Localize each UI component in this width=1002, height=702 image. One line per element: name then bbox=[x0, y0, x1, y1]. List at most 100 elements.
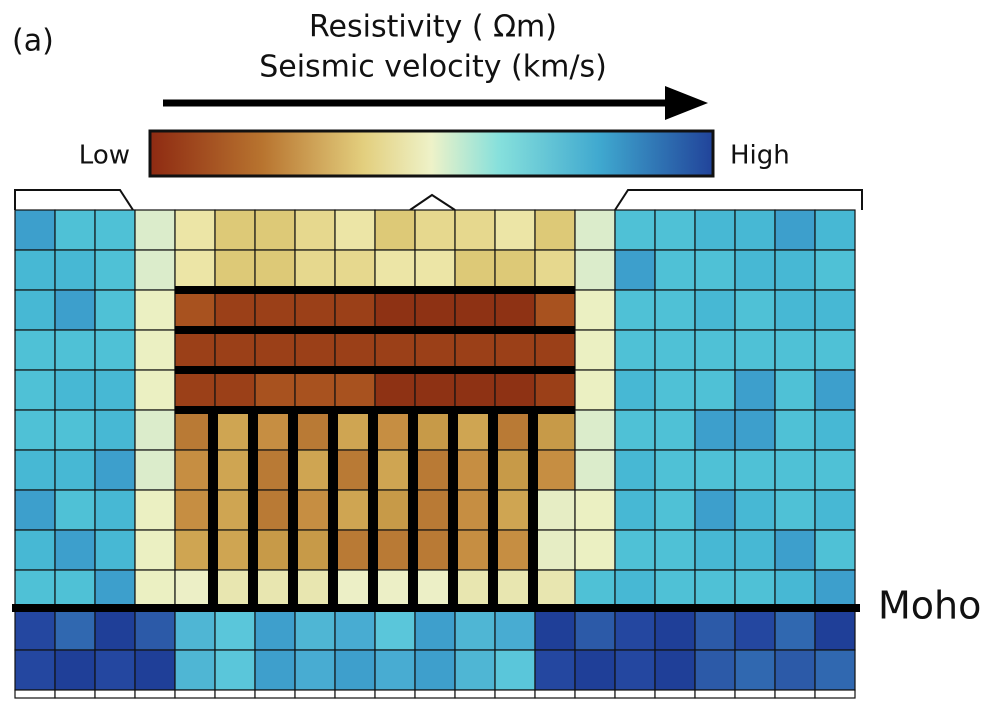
grid-cell bbox=[614, 289, 656, 331]
grid-cell bbox=[254, 369, 296, 411]
grid-cell bbox=[574, 529, 616, 571]
grid-cell bbox=[334, 649, 376, 691]
grid-cell bbox=[534, 449, 576, 491]
grid-cell bbox=[694, 529, 736, 571]
grid-cell bbox=[774, 289, 816, 331]
grid-cell bbox=[54, 489, 96, 531]
grid-cell bbox=[174, 689, 216, 699]
grid-cell bbox=[414, 209, 456, 251]
grid-cell bbox=[94, 329, 136, 371]
grid-cell bbox=[654, 449, 696, 491]
grid-cell bbox=[134, 449, 176, 491]
panel-label: (a) bbox=[12, 24, 54, 59]
grid-cell bbox=[14, 689, 56, 699]
grid-cell bbox=[94, 689, 136, 699]
grid-cell bbox=[574, 569, 616, 611]
grid-cell bbox=[654, 249, 696, 291]
colorbar bbox=[148, 129, 715, 178]
grid-cell bbox=[614, 689, 656, 699]
grid-cell bbox=[574, 609, 616, 651]
grid-cell bbox=[94, 409, 136, 451]
grid-cell bbox=[734, 289, 776, 331]
grid-cell bbox=[134, 689, 176, 699]
grid-cell bbox=[494, 649, 536, 691]
grid-cell bbox=[614, 329, 656, 371]
grid-cell bbox=[734, 449, 776, 491]
grid-cell bbox=[774, 449, 816, 491]
grid-cell bbox=[814, 329, 856, 371]
grid-cell bbox=[134, 249, 176, 291]
grid-cell bbox=[494, 609, 536, 651]
grid-cell bbox=[54, 329, 96, 371]
arrow-head bbox=[665, 86, 708, 120]
grid-cell bbox=[94, 289, 136, 331]
grid-cell bbox=[614, 609, 656, 651]
conductive-dike bbox=[408, 410, 418, 608]
grid-cell bbox=[294, 649, 336, 691]
grid-cell bbox=[414, 649, 456, 691]
grid-cell bbox=[654, 209, 696, 251]
grid-cell bbox=[814, 249, 856, 291]
grid-cell bbox=[374, 209, 416, 251]
grid-cell bbox=[654, 289, 696, 331]
grid-cell bbox=[614, 449, 656, 491]
grid-cell bbox=[174, 249, 216, 291]
grid-cell bbox=[534, 249, 576, 291]
grid-cell bbox=[294, 249, 336, 291]
grid-cell bbox=[454, 649, 496, 691]
grid-cell bbox=[214, 249, 256, 291]
grid-cell bbox=[54, 449, 96, 491]
grid-cell bbox=[54, 569, 96, 611]
grid-cell bbox=[374, 249, 416, 291]
resistive-layer bbox=[175, 366, 575, 374]
grid-cell bbox=[334, 289, 376, 331]
grid-cell bbox=[134, 209, 176, 251]
grid-cell bbox=[734, 209, 776, 251]
grid-cell bbox=[414, 369, 456, 411]
grid-cell bbox=[494, 369, 536, 411]
grid-cell bbox=[14, 649, 56, 691]
grid-cell bbox=[694, 449, 736, 491]
grid-cell bbox=[494, 249, 536, 291]
grid-cell bbox=[174, 289, 216, 331]
grid-cell bbox=[54, 689, 96, 699]
grid-cell bbox=[574, 249, 616, 291]
grid-cell bbox=[534, 369, 576, 411]
grid-cell bbox=[574, 209, 616, 251]
high-label: High bbox=[730, 141, 790, 171]
grid-cell bbox=[214, 369, 256, 411]
grid-cell bbox=[54, 409, 96, 451]
grid-cell bbox=[814, 529, 856, 571]
grid-cell bbox=[734, 569, 776, 611]
grid-cell bbox=[134, 329, 176, 371]
grid-cell bbox=[214, 609, 256, 651]
conductive-dike bbox=[488, 410, 498, 608]
grid-cell bbox=[734, 329, 776, 371]
grid-cell bbox=[814, 489, 856, 531]
grid-cell bbox=[374, 609, 416, 651]
grid-cell bbox=[414, 329, 456, 371]
grid-cell bbox=[454, 209, 496, 251]
grid-cell bbox=[574, 409, 616, 451]
grid-cell bbox=[94, 449, 136, 491]
grid-cell bbox=[614, 569, 656, 611]
grid-cell bbox=[694, 209, 736, 251]
grid-cell bbox=[774, 569, 816, 611]
grid-cell bbox=[534, 489, 576, 531]
grid-cell bbox=[774, 649, 816, 691]
grid-cell bbox=[174, 329, 216, 371]
grid-cell bbox=[734, 249, 776, 291]
grid-cell bbox=[334, 329, 376, 371]
grid-cell bbox=[254, 609, 296, 651]
grid-cell bbox=[694, 489, 736, 531]
grid-cell bbox=[534, 529, 576, 571]
grid-cell bbox=[214, 209, 256, 251]
grid-cell bbox=[134, 289, 176, 331]
grid-cell bbox=[454, 689, 496, 699]
grid-cell bbox=[574, 289, 616, 331]
grid-cell bbox=[374, 289, 416, 331]
conductive-dike bbox=[208, 410, 218, 608]
grid-cell bbox=[454, 609, 496, 651]
grid-cell bbox=[694, 409, 736, 451]
